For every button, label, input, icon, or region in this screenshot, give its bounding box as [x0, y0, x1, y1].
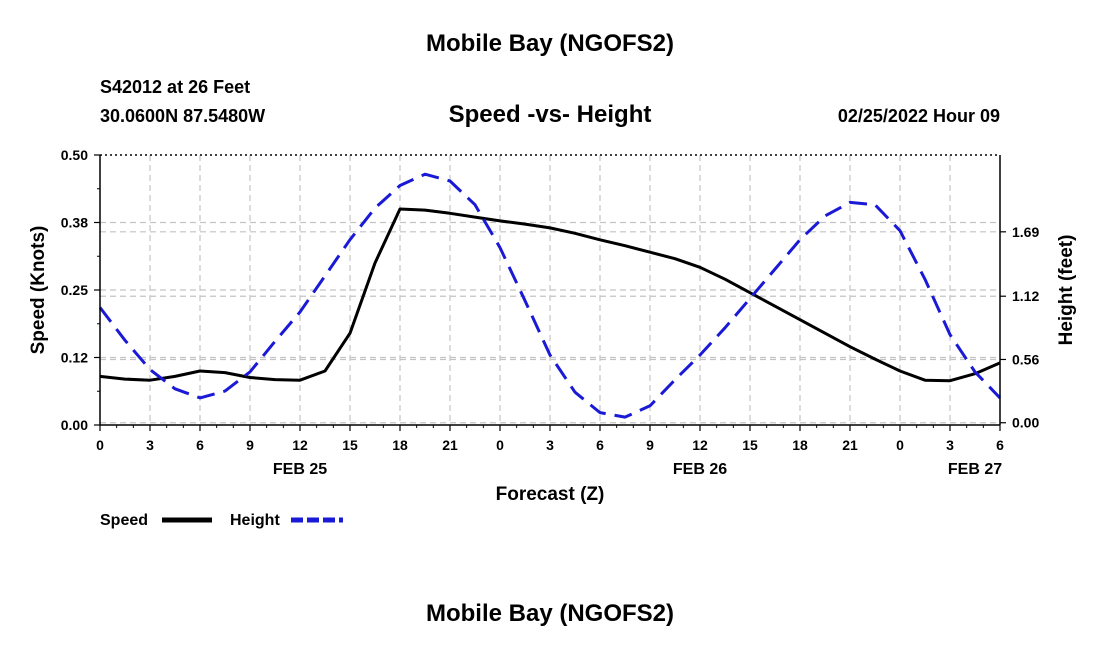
legend-label-height: Height [230, 512, 280, 529]
y-right-tick-label: 0.56 [1012, 351, 1039, 367]
y-right-axis-title: Height (feet) [1056, 235, 1077, 346]
y-left-axis-title: Speed (Knots) [28, 226, 49, 355]
x-tick-label: 9 [646, 437, 654, 453]
series-line-speed [99, 207, 1001, 383]
x-axis-title: Forecast (Z) [496, 484, 605, 505]
x-tick-label: 6 [596, 437, 604, 453]
x-tick-label: 21 [442, 437, 458, 453]
y-right-tick-label: 1.69 [1012, 224, 1039, 240]
forecast-datetime: 02/25/2022 Hour 09 [837, 106, 1000, 126]
x-tick-label: 6 [996, 437, 1004, 453]
x-tick-label: 12 [692, 437, 708, 453]
x-tick-label: 15 [342, 437, 358, 453]
chart-subtitle: Speed -vs- Height [448, 101, 652, 128]
axis-layer: 0 3 6 9 12 15 18 21 0 3 6 9 12 15 18 21 0 3 6 FEB 25 FEB 26 F… [28, 147, 1077, 505]
x-tick-label: 18 [792, 437, 808, 453]
series-layer [98, 172, 1002, 419]
grid-layer [100, 155, 1000, 425]
x-tick-label: 0 [896, 437, 904, 453]
y-right-tick-label: 1.12 [1012, 288, 1039, 304]
page-title: Mobile Bay (NGOFS2) [425, 30, 675, 57]
x-tick-label: 15 [742, 437, 758, 453]
x-tick-label: 3 [546, 437, 554, 453]
y-left-tick-label: 0.38 [61, 215, 88, 231]
x-tick-label: 3 [146, 437, 154, 453]
x-tick-label: 0 [496, 437, 504, 453]
x-tick-label: 6 [196, 437, 204, 453]
x-date-label: FEB 25 [273, 461, 327, 478]
y-left-tick-label: 0.25 [61, 282, 88, 298]
station-coordinates: 30.0600N 87.5480W [100, 106, 266, 126]
x-tick-label: 21 [842, 437, 858, 453]
x-tick-label: 9 [246, 437, 254, 453]
legend: Speed Height [100, 512, 343, 529]
speed-height-chart: 0 3 6 9 12 15 18 21 0 3 6 9 12 15 18 21 0 3 6 FEB 25 FEB 26 F… [28, 147, 1077, 529]
series-line-height [98, 172, 1002, 419]
x-tick-label: 12 [292, 437, 308, 453]
y-left-tick-label: 0.50 [61, 147, 88, 163]
x-tick-label: 0 [96, 437, 104, 453]
y-right-tick-label: 0.00 [1012, 415, 1039, 431]
x-tick-label: 18 [392, 437, 408, 453]
x-date-label: FEB 26 [673, 461, 727, 478]
y-left-tick-label: 0.12 [61, 350, 88, 366]
footer-title: Mobile Bay (NGOFS2) [425, 600, 675, 627]
station-label: S42012 at 26 Feet [100, 77, 251, 97]
y-left-tick-label: 0.00 [61, 417, 88, 433]
x-tick-label: 3 [946, 437, 954, 453]
x-date-label: FEB 27 [948, 461, 1002, 478]
legend-label-speed: Speed [100, 512, 148, 529]
